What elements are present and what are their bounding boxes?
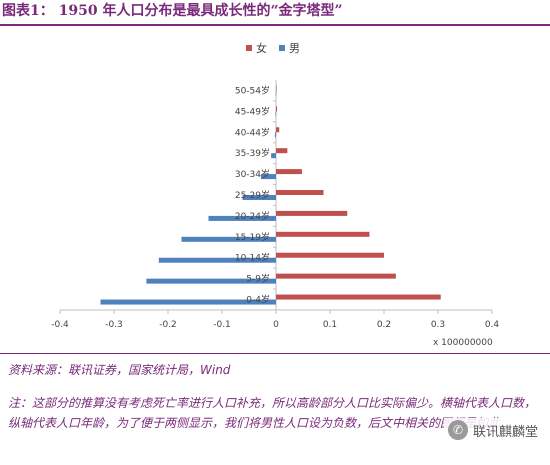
bar-female bbox=[276, 294, 441, 300]
x-tick-label: -0.2 bbox=[159, 320, 177, 330]
legend-swatch-female bbox=[246, 45, 252, 51]
bar-male bbox=[146, 278, 276, 284]
x-axis-unit: x 100000000 bbox=[433, 338, 493, 348]
bar-female bbox=[276, 106, 278, 112]
bar-male bbox=[242, 195, 276, 200]
bar-male bbox=[275, 111, 277, 117]
bar-female bbox=[276, 252, 384, 258]
bar-female bbox=[276, 231, 370, 237]
y-tick-label: 25-29岁 bbox=[235, 189, 270, 201]
bar-male bbox=[100, 299, 276, 305]
bar-male bbox=[271, 153, 276, 159]
legend-label-male: 男 bbox=[289, 42, 300, 55]
y-tick-label: 15-19岁 bbox=[235, 231, 270, 243]
watermark-text: 联讯麒麟堂 bbox=[472, 424, 538, 440]
chart-legend: 女 男 bbox=[246, 40, 300, 56]
bar-male bbox=[181, 236, 276, 242]
footer-divider bbox=[0, 353, 550, 354]
x-tick-label: 0.1 bbox=[323, 320, 337, 330]
page-title: 图表1： 1950 年人口分布是最具成长性的“金字塔型” bbox=[2, 3, 343, 19]
bar-female bbox=[276, 190, 324, 195]
y-tick-label: 20-24岁 bbox=[235, 210, 270, 222]
y-tick-label: 5-9岁 bbox=[246, 273, 270, 285]
y-tick-label: 35-39岁 bbox=[235, 147, 270, 159]
title-divider bbox=[0, 24, 550, 26]
y-tick-label: 40-44岁 bbox=[235, 126, 270, 138]
bar-male bbox=[274, 132, 276, 138]
watermark: ✆ 联讯麒麟堂 bbox=[443, 418, 542, 442]
source-text: 资料来源：联讯证券，国家统计局，Wind bbox=[8, 363, 231, 377]
bar-female bbox=[276, 210, 348, 216]
bar-male bbox=[275, 90, 277, 96]
bar-male bbox=[158, 257, 276, 263]
y-tick-label: 10-14岁 bbox=[235, 252, 270, 264]
bar-female bbox=[276, 169, 302, 175]
bar-female bbox=[276, 148, 288, 154]
bar-female bbox=[276, 127, 280, 133]
x-tick-label: 0.3 bbox=[431, 320, 445, 330]
bar-female bbox=[276, 85, 277, 91]
bar-male bbox=[208, 215, 276, 221]
x-tick-label: -0.1 bbox=[213, 320, 231, 330]
population-pyramid-chart: -0.4 -0.3 -0.2 -0.1 0 0.1 0.2 0.3 0.4 0-4岁 5-9岁 10-… bbox=[51, 80, 500, 330]
legend-label-female: 女 bbox=[256, 42, 267, 55]
x-tick-label: 0 bbox=[273, 320, 279, 330]
y-tick-label: 0-4岁 bbox=[246, 294, 270, 306]
x-tick-label: 0.4 bbox=[485, 320, 500, 330]
x-tick-label: 0.2 bbox=[377, 320, 391, 330]
bar-female bbox=[276, 273, 396, 279]
y-tick-label: 45-49岁 bbox=[235, 105, 270, 117]
x-tick-label: -0.4 bbox=[51, 320, 69, 330]
y-tick-label: 50-54岁 bbox=[235, 84, 270, 96]
note-text: 注：这部分的推算没有考虑死亡率进行人口补充，所以高龄部分人口比实际偏少。横轴代表… bbox=[8, 396, 537, 430]
wechat-icon: ✆ bbox=[447, 420, 468, 440]
legend-swatch-male bbox=[279, 45, 285, 51]
x-tick-label: -0.3 bbox=[105, 320, 123, 330]
bar-male bbox=[260, 174, 276, 180]
y-tick-label: 30-34岁 bbox=[235, 168, 270, 180]
